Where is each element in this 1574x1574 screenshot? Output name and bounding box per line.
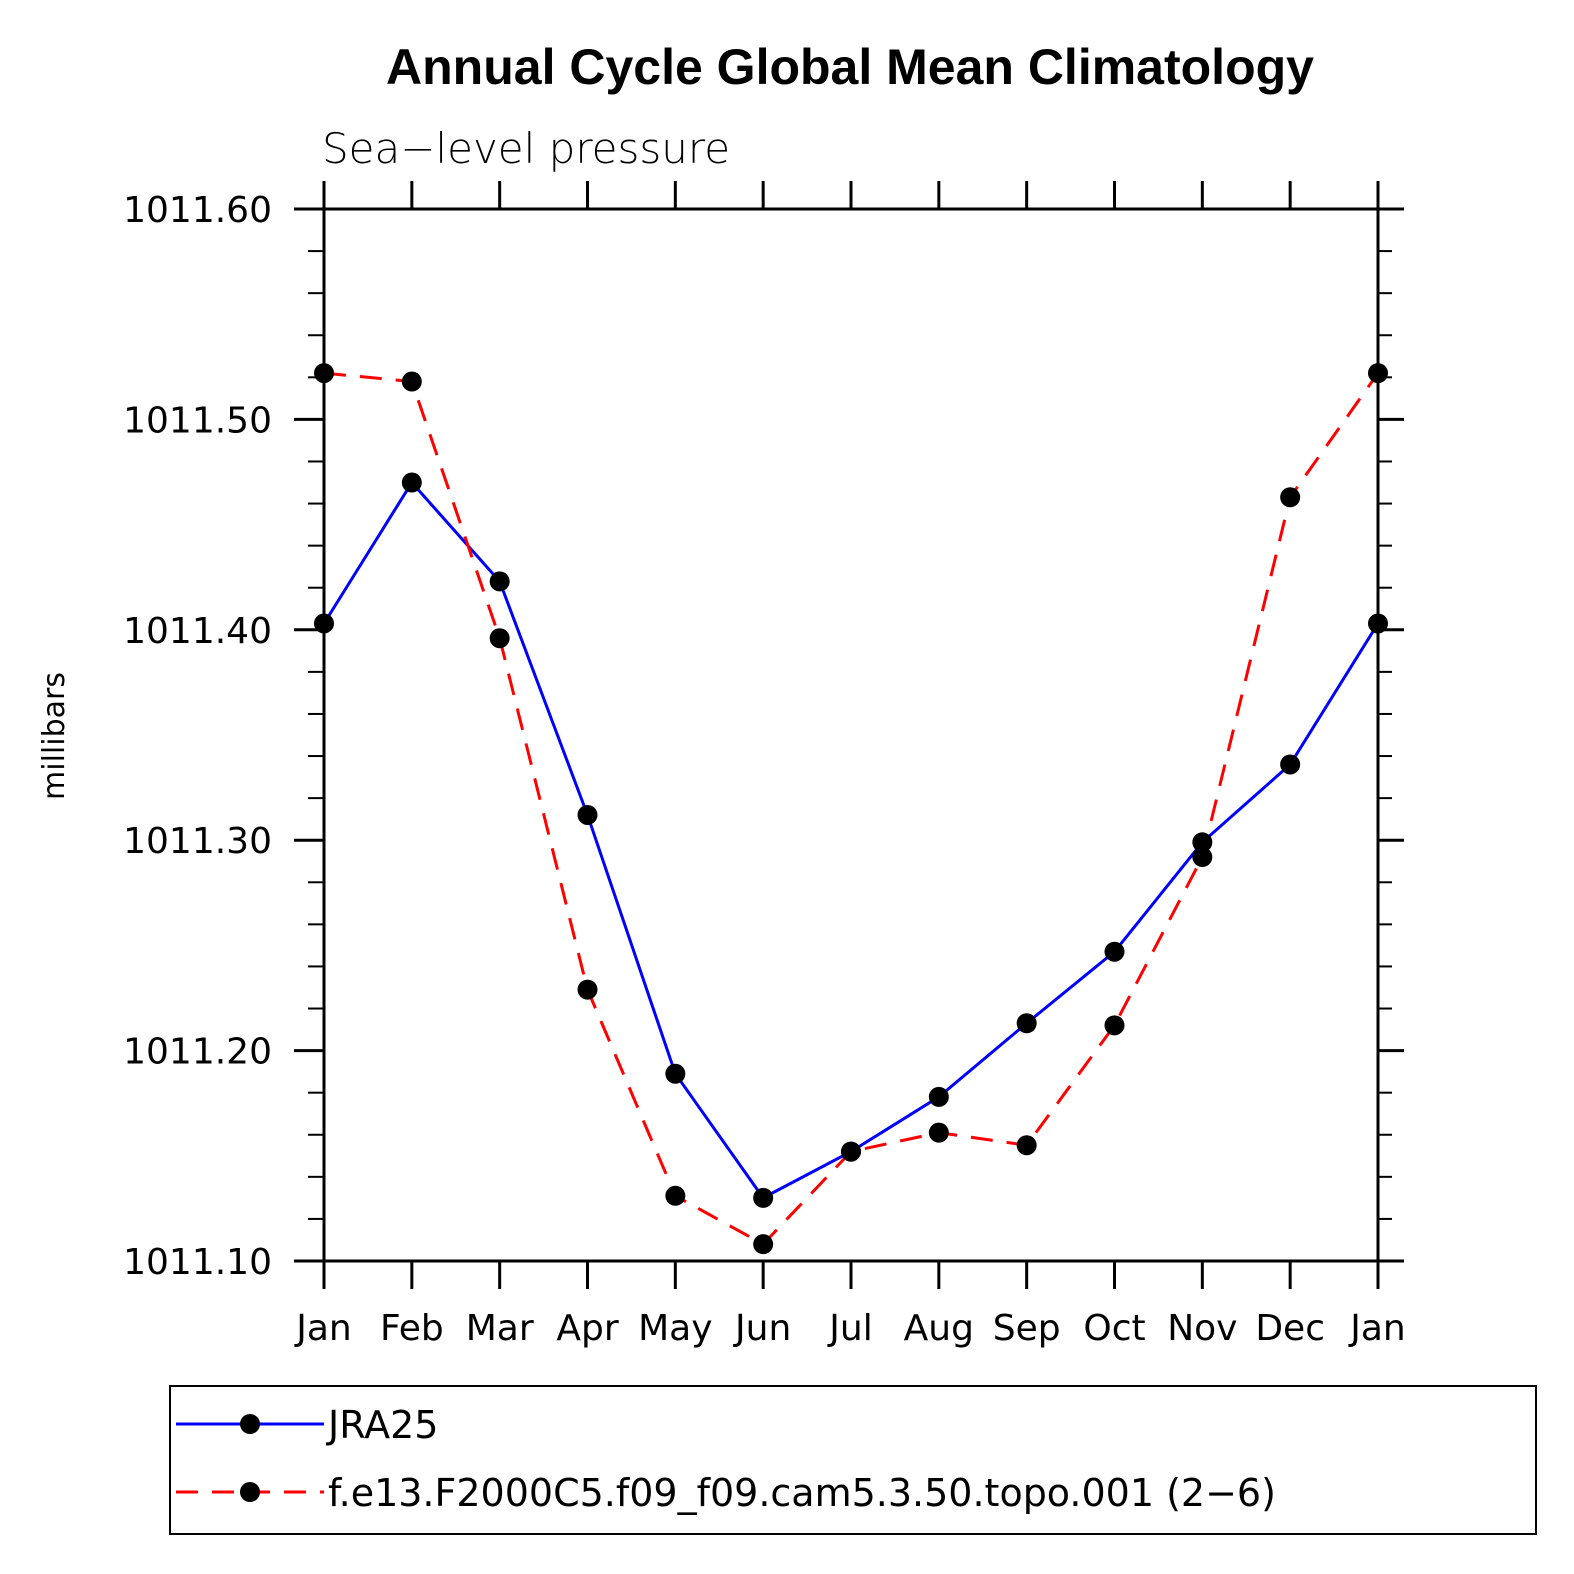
x-tick-label: Apr (556, 1308, 618, 1349)
x-tick-label: Feb (380, 1308, 444, 1349)
legend-label-1: JRA25 (326, 1403, 438, 1447)
x-tick-label: Oct (1083, 1308, 1145, 1349)
x-tick-label: Jan (1348, 1308, 1406, 1349)
series-1-point (577, 804, 598, 825)
y-tick-label: 1011.60 (123, 190, 272, 231)
y-tick-label: 1011.40 (123, 611, 272, 652)
x-tick-label: Jul (827, 1308, 872, 1349)
legend: JRA25 f.e13.F2000C5.f09_f09.cam5.3.50.top… (169, 1385, 1537, 1535)
series-1-point (1192, 832, 1213, 853)
series-2-point (577, 979, 598, 1000)
series-2-point (665, 1185, 686, 1206)
series-1-point (1280, 754, 1301, 775)
chart-title: Annual Cycle Global Mean Climatology (386, 39, 1314, 95)
x-tick-label: Aug (904, 1308, 974, 1349)
series-2-point (314, 363, 334, 384)
series-1-point (665, 1063, 686, 1084)
chart-subtitle: Sea−level pressure (322, 124, 730, 173)
series-1-point (401, 472, 422, 493)
x-tick-label: Jan (294, 1308, 352, 1349)
axis-tick-labels: Jan Feb Mar Apr May Jun Jul Aug Sep Oct Nov Dec Jan 1… (123, 190, 1406, 1349)
legend-box (169, 1385, 1537, 1535)
series-2-point (489, 628, 510, 649)
series-2-point (841, 1141, 861, 1162)
legend-marker-1 (240, 1414, 260, 1434)
x-tick-label: Sep (993, 1308, 1061, 1349)
series-2-point (1192, 847, 1213, 868)
series-1-point (1016, 1013, 1037, 1034)
series-2-point (753, 1234, 774, 1255)
series-1-point (489, 571, 510, 592)
series-lines (322, 371, 1380, 1247)
x-tick-label: May (638, 1308, 712, 1349)
series-2-point (1280, 487, 1301, 508)
series-1-point (314, 613, 334, 634)
series-1-point (1104, 941, 1125, 962)
y-tick-label: 1011.30 (123, 821, 272, 862)
series-2-point (1368, 363, 1388, 384)
series-1-point (753, 1187, 774, 1208)
x-tick-label: Nov (1167, 1308, 1237, 1349)
legend-marker-2 (240, 1482, 260, 1502)
plot-frame (322, 207, 1380, 1263)
series-2-point (401, 371, 422, 392)
series-1-point (928, 1086, 949, 1107)
series-line-2 (323, 371, 1380, 1247)
series-2-point (928, 1122, 949, 1143)
series-2-point (1104, 1015, 1125, 1036)
x-tick-label: Mar (466, 1308, 534, 1349)
y-tick-label: 1011.10 (123, 1242, 272, 1283)
series-2-point (1016, 1135, 1037, 1156)
x-tick-label: Dec (1255, 1308, 1325, 1349)
y-tick-label: 1011.50 (123, 400, 272, 441)
y-axis-label: millibars (37, 672, 72, 800)
legend-label-2: f.e13.F2000C5.f09_f09.cam5.3.50.topo.001… (328, 1471, 1276, 1515)
series-1-point (1368, 613, 1388, 634)
y-tick-label: 1011.20 (123, 1032, 272, 1073)
series-markers (314, 363, 1388, 1255)
axis-ticks (294, 181, 1404, 1289)
x-tick-label: Jun (733, 1308, 791, 1349)
